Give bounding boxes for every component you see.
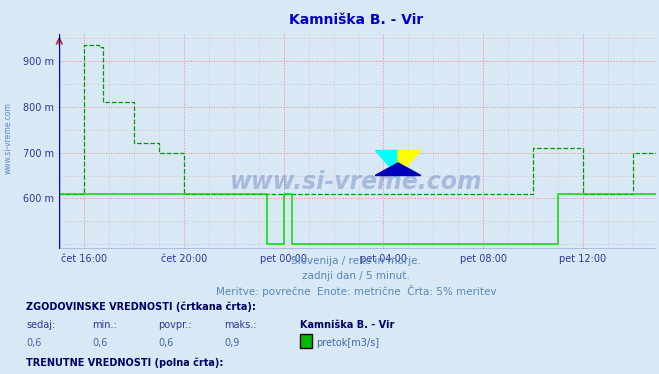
- Text: 0,6: 0,6: [92, 338, 107, 349]
- Text: zadnji dan / 5 minut.: zadnji dan / 5 minut.: [302, 271, 410, 281]
- Text: www.si-vreme.com: www.si-vreme.com: [4, 102, 13, 174]
- Polygon shape: [398, 150, 421, 175]
- Text: ZGODOVINSKE VREDNOSTI (črtkana črta):: ZGODOVINSKE VREDNOSTI (črtkana črta):: [26, 301, 256, 312]
- Text: maks.:: maks.:: [224, 320, 256, 330]
- Text: TRENUTNE VREDNOSTI (polna črta):: TRENUTNE VREDNOSTI (polna črta):: [26, 357, 224, 368]
- Text: Kamniška B. - Vir: Kamniška B. - Vir: [289, 13, 423, 27]
- Text: 0,9: 0,9: [224, 338, 239, 349]
- Text: Slovenija / reke in morje.: Slovenija / reke in morje.: [291, 256, 421, 266]
- Text: povpr.:: povpr.:: [158, 320, 192, 330]
- Text: Meritve: povrečne  Enote: metrične  Črta: 5% meritev: Meritve: povrečne Enote: metrične Črta: …: [215, 285, 496, 297]
- Polygon shape: [375, 163, 421, 175]
- Text: 0,6: 0,6: [158, 338, 173, 349]
- Text: pretok[m3/s]: pretok[m3/s]: [316, 338, 380, 349]
- Text: www.si-vreme.com: www.si-vreme.com: [230, 171, 483, 194]
- Text: min.:: min.:: [92, 320, 117, 330]
- Text: 0,6: 0,6: [26, 338, 42, 349]
- Text: sedaj:: sedaj:: [26, 320, 55, 330]
- Polygon shape: [375, 150, 398, 175]
- Text: Kamniška B. - Vir: Kamniška B. - Vir: [300, 320, 394, 330]
